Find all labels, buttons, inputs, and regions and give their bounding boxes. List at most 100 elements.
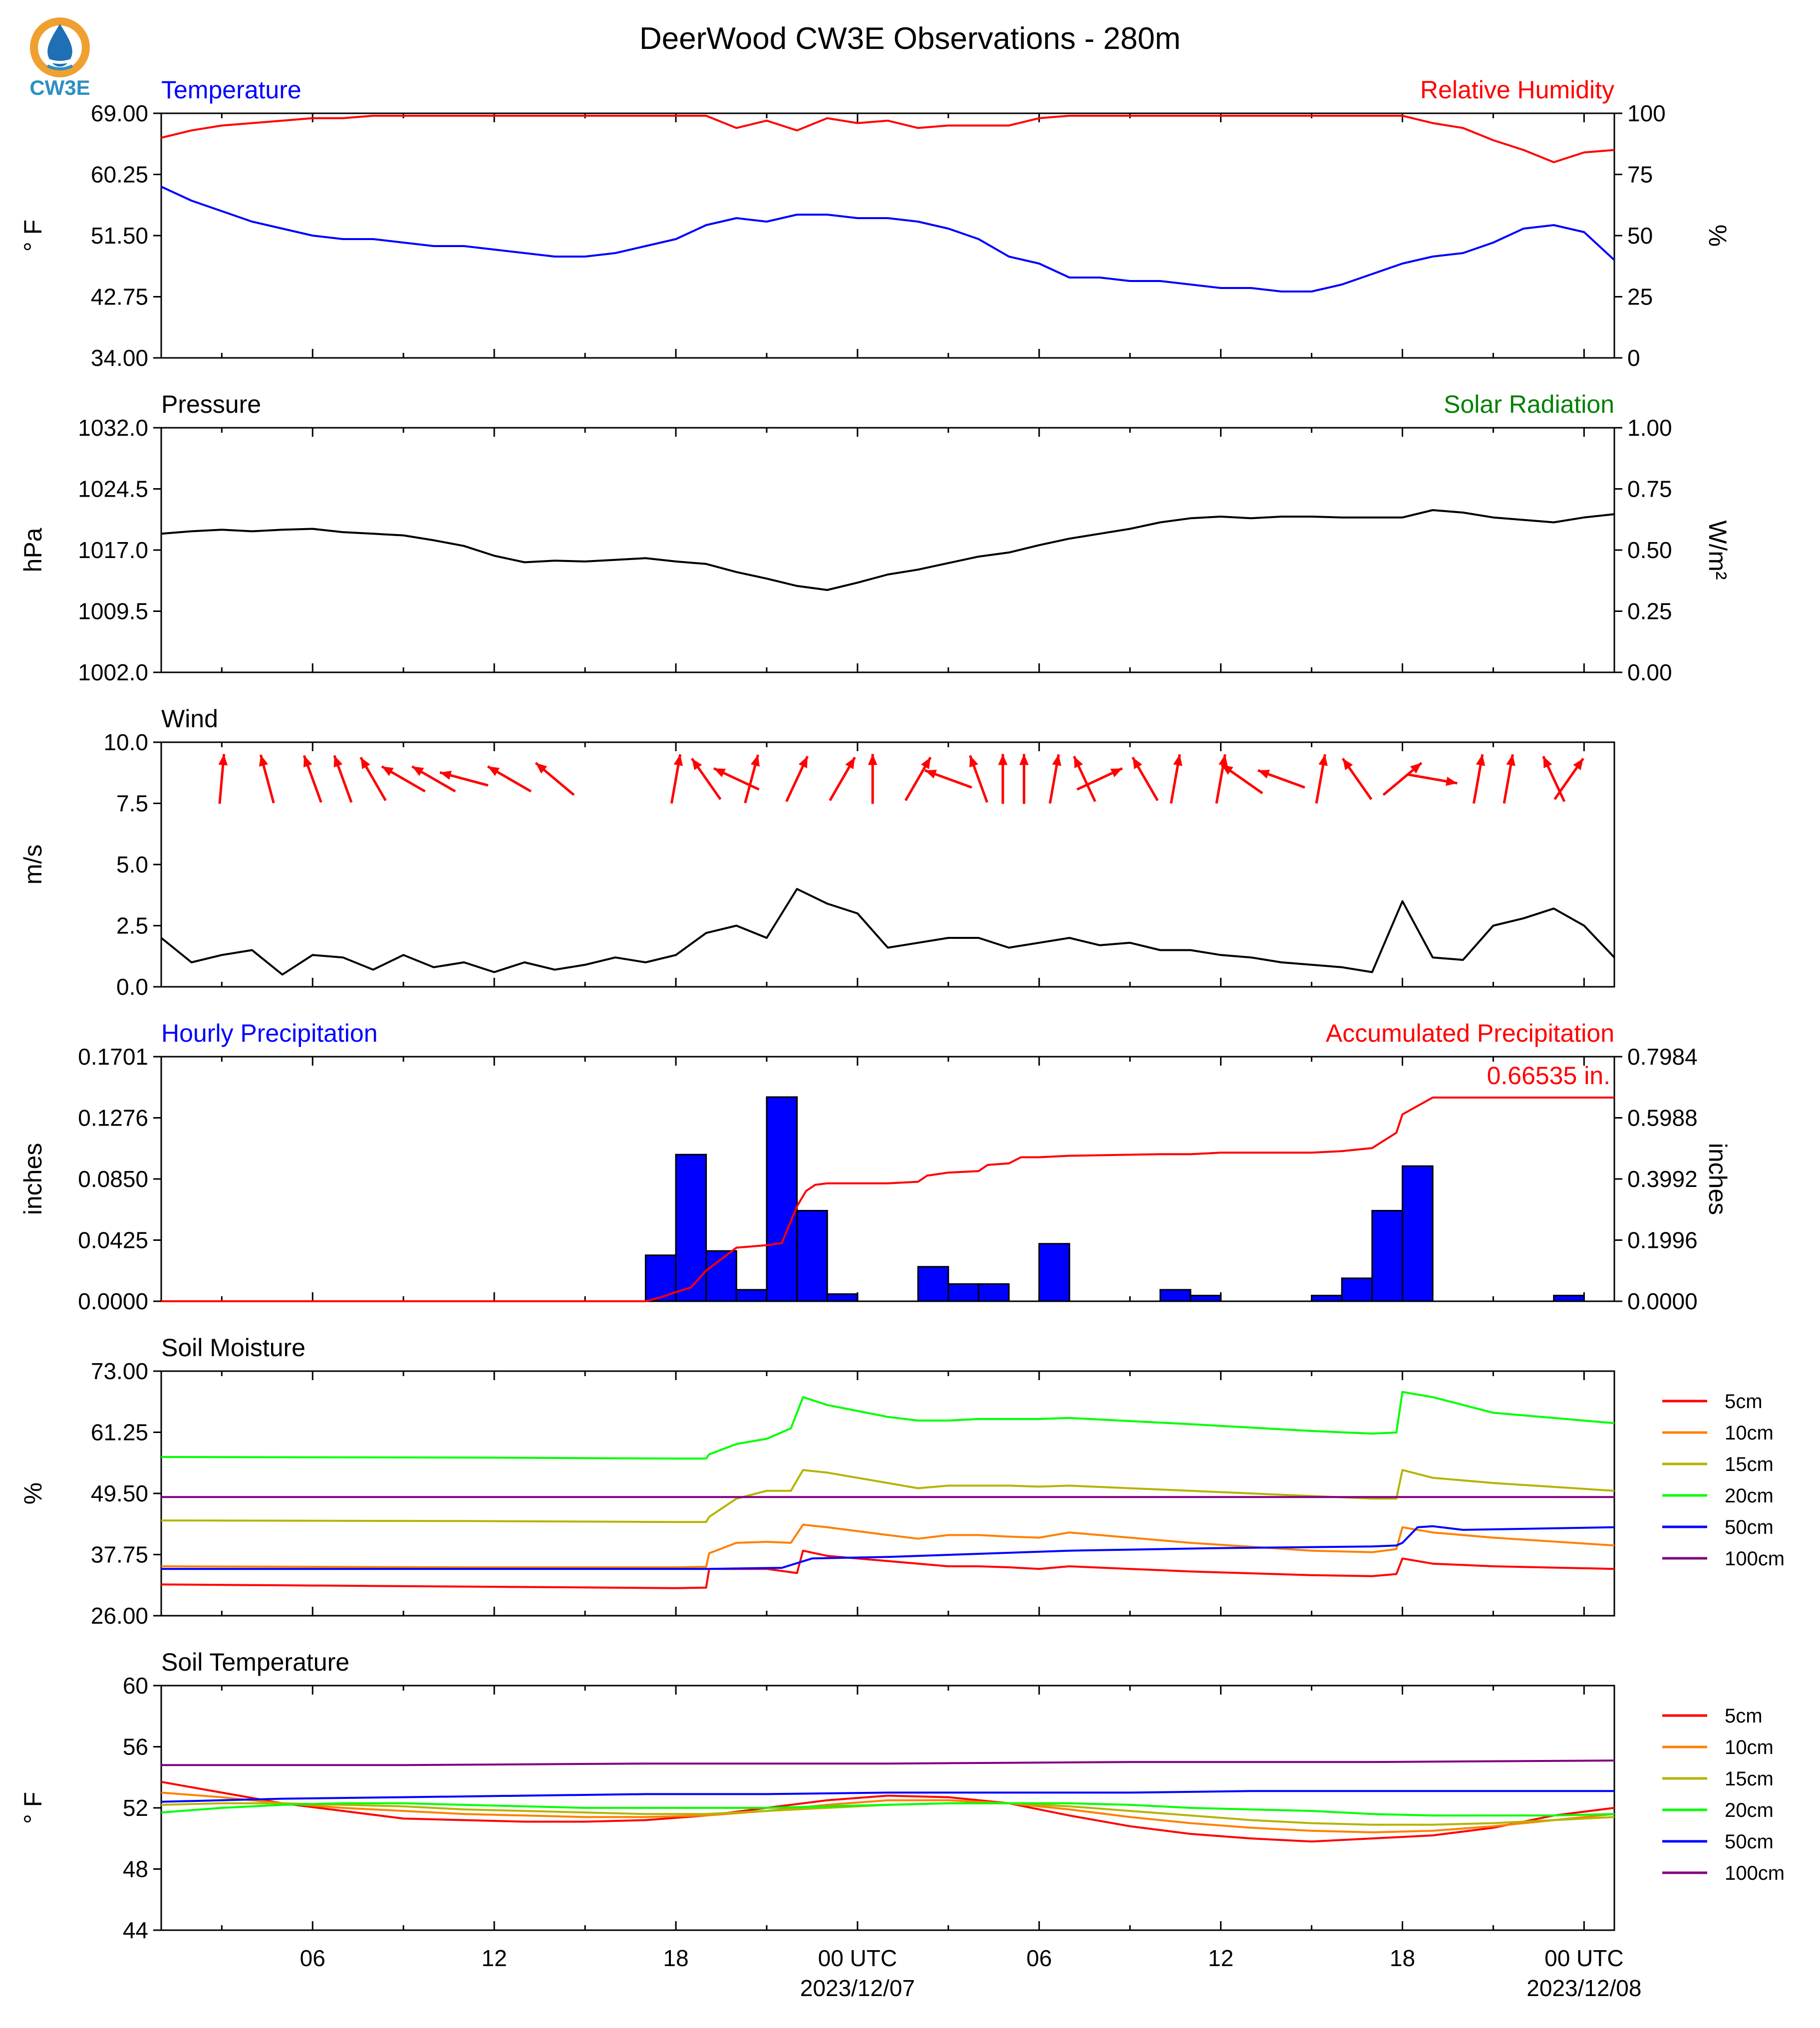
soil-moisture-line-10cm: [161, 1523, 1615, 1568]
y-tick-label: 34.00: [91, 345, 148, 371]
precip-bar: [977, 1283, 1010, 1302]
wind-arrow-head: [333, 755, 343, 768]
wind-arrow-head: [920, 757, 931, 770]
plot-frame: [160, 1370, 1615, 1617]
wind-arrow-head: [1074, 756, 1083, 769]
legend-label: 15cm: [1725, 1453, 1774, 1475]
panel-title-left: Pressure: [161, 390, 261, 418]
precip-bar: [766, 1096, 798, 1302]
temperature-line: [161, 186, 1615, 292]
x-tick-label: 12: [1208, 1945, 1233, 1971]
wind-arrow-head: [412, 766, 424, 776]
wind-arrow-head: [691, 758, 702, 771]
right-axis-label: %: [1704, 225, 1732, 247]
wind-arrow-head: [1445, 777, 1458, 786]
wind-arrow-head: [798, 756, 808, 769]
y-tick-label: 51.50: [91, 223, 148, 249]
y-axis-label: hPa: [19, 528, 47, 572]
legend-label: 100cm: [1725, 1548, 1785, 1570]
accumulated-precip-line: [161, 1096, 1614, 1302]
wind-arrow-head: [218, 754, 228, 766]
y-tick-label: 69.00: [91, 100, 148, 126]
legend-label: 20cm: [1725, 1799, 1774, 1821]
logo-text: CW3E: [29, 76, 90, 99]
temperature-panel: 34.00 42.75 51.50 60.25 69.00 0 25 50 75 100 Tempe…: [19, 76, 1732, 371]
right-tick-label: 0.0000: [1627, 1288, 1698, 1314]
wind-arrow-head: [750, 755, 760, 767]
x-tick-label: 00 UTC: [1544, 1945, 1623, 1971]
wind-arrow-head: [1257, 770, 1270, 779]
panel-title-left: Soil Temperature: [161, 1648, 349, 1676]
legend-label: 10cm: [1725, 1737, 1774, 1758]
y-axis-label: ° F: [19, 220, 47, 252]
wind-arrow-head: [969, 755, 978, 768]
panel-title-right: Relative Humidity: [1420, 76, 1614, 104]
precip-bar: [1159, 1289, 1192, 1302]
soil-moisture-line-5cm: [161, 1549, 1615, 1589]
right-tick-label: 0.25: [1627, 598, 1672, 624]
y-tick-label: 0.1701: [78, 1044, 148, 1070]
precip-bar: [1190, 1294, 1222, 1302]
wind-arrow-head: [1132, 757, 1143, 770]
y-tick-label: 60: [123, 1673, 148, 1699]
right-tick-label: 0.75: [1627, 476, 1672, 502]
plot-frame: [160, 741, 1615, 988]
wind-arrow-head: [1218, 754, 1228, 766]
plot-frame: [160, 427, 1615, 673]
legend-label: 5cm: [1725, 1391, 1763, 1413]
y-tick-label: 37.75: [91, 1542, 148, 1568]
precip-bar: [947, 1283, 979, 1302]
wind-arrow-head: [1110, 768, 1123, 778]
panel-title-left: Hourly Precipitation: [161, 1019, 378, 1047]
y-tick-label: 0.0000: [78, 1288, 148, 1314]
wind-arrow-head: [924, 770, 937, 779]
wind-arrow-head: [713, 768, 726, 778]
wind-arrow-head: [303, 755, 312, 768]
x-tick-label: 00 UTC: [818, 1945, 897, 1971]
y-tick-label: 0.0850: [78, 1166, 148, 1192]
wind-arrow-head: [360, 757, 370, 770]
wind-arrow-head: [1052, 754, 1062, 766]
wind-arrow-head: [845, 757, 855, 770]
accumulated-total-label: 0.66535 in.: [1487, 1062, 1610, 1090]
precip-bar: [735, 1289, 768, 1302]
y-tick-label: 1032.0: [78, 415, 148, 441]
wind-arrow-head: [673, 754, 683, 766]
y-tick-label: 42.75: [91, 284, 148, 310]
soil-moisture-line-20cm: [161, 1391, 1615, 1460]
soil-temperature-panel: 44 48 52 56 60 Soil Temperature ° F 5cm 10cm 15cm…: [19, 1648, 1785, 1943]
precipitation-panel: 0.0000 0.0425 0.0850 0.1276 0.1701 0.0000 0.19…: [19, 1019, 1732, 1314]
wind-arrow-head: [488, 766, 500, 776]
y-axis-label: m/s: [19, 845, 47, 885]
y-tick-label: 26.00: [91, 1603, 148, 1629]
precip-bar: [1341, 1277, 1373, 1302]
precip-bar: [917, 1266, 949, 1302]
y-tick-label: 56: [123, 1734, 148, 1760]
right-tick-label: 0.5988: [1627, 1105, 1698, 1131]
y-tick-label: 1017.0: [78, 537, 148, 563]
soil-moisture-panel: 26.00 37.75 49.50 61.25 73.00 Soil Moisture% 5…: [19, 1334, 1785, 1629]
y-axis-label: %: [19, 1482, 47, 1504]
wind-arrow-head: [440, 771, 452, 780]
right-tick-label: 75: [1627, 162, 1653, 188]
wind-arrow-head: [1318, 754, 1328, 766]
right-tick-label: 0.00: [1627, 659, 1672, 685]
soil-temperature-line-5cm: [161, 1780, 1615, 1843]
y-axis-label: inches: [19, 1143, 47, 1215]
y-tick-label: 1002.0: [78, 659, 148, 685]
panel-title-left: Soil Moisture: [161, 1334, 305, 1362]
y-tick-label: 5.0: [116, 852, 148, 877]
right-tick-label: 0.1996: [1627, 1227, 1698, 1253]
precip-bar: [796, 1210, 828, 1302]
y-tick-label: 1009.5: [78, 598, 148, 624]
precip-bar: [1553, 1294, 1585, 1302]
plot-frame: [160, 1685, 1615, 1931]
wind-arrow-head: [259, 755, 269, 767]
right-tick-label: 0.3992: [1627, 1166, 1698, 1192]
right-tick-label: 25: [1627, 284, 1653, 310]
y-tick-label: 10.0: [103, 729, 148, 755]
wind-arrow-head: [381, 766, 394, 776]
figure-title: DeerWood CW3E Observations - 280m: [639, 21, 1181, 56]
legend-label: 50cm: [1725, 1516, 1774, 1538]
soil-temperature-line-20cm: [161, 1802, 1615, 1817]
